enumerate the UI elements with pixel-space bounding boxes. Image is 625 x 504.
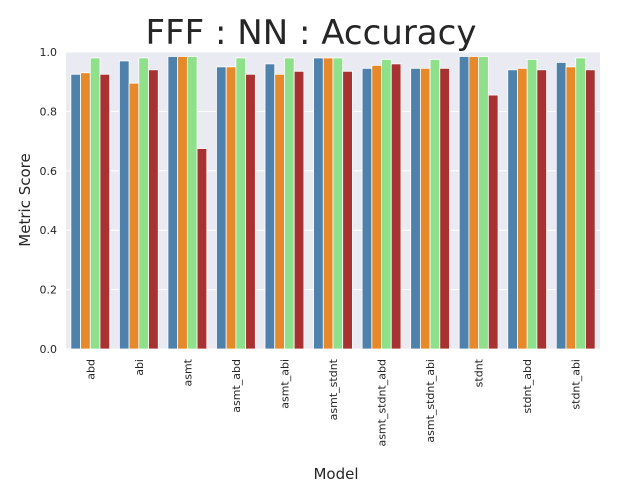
bar [517, 67, 528, 350]
bar [526, 59, 538, 350]
bar [313, 57, 324, 350]
x-tick-label: asmt_stdnt_abd [376, 359, 389, 447]
y-tick-label: 1.0 [40, 46, 58, 59]
y-tick-label: 0.6 [40, 165, 58, 178]
bar [80, 72, 91, 350]
bar [439, 67, 450, 350]
bar [585, 69, 596, 350]
bar [565, 66, 577, 350]
bar [245, 73, 256, 350]
x-tick-label: abd [84, 359, 97, 380]
y-tick-label: 0.0 [40, 343, 58, 356]
bar [284, 57, 295, 350]
bar [536, 69, 548, 350]
x-axis-label: Model [313, 465, 358, 483]
bar [390, 63, 402, 350]
bar [429, 59, 441, 350]
bar [342, 70, 353, 350]
x-tick-label: asmt_abd [230, 359, 243, 413]
bar [410, 67, 421, 350]
bar [167, 56, 179, 350]
bar [196, 148, 208, 350]
bar [468, 56, 480, 350]
x-tick-labels: abd abi asmt asmt_abd asmt_abi asmt_stdnt asmt… [84, 358, 582, 446]
bar [419, 67, 431, 350]
y-axis-label: Metric Score [16, 153, 34, 246]
bar [507, 69, 518, 350]
bar [322, 57, 334, 350]
bar [89, 57, 101, 350]
x-tick-label: asmt_stdnt_abi [424, 359, 437, 443]
bar [186, 56, 198, 350]
bar [225, 66, 237, 350]
bar [332, 57, 344, 350]
bar [293, 70, 305, 350]
bar [264, 63, 276, 350]
x-tick-label: asmt [181, 358, 194, 386]
bar [99, 73, 111, 350]
y-tick-label: 0.8 [40, 105, 58, 118]
bar [177, 56, 188, 350]
y-tick-label: 0.4 [40, 224, 58, 237]
y-tick-labels: 0.0 0.2 0.4 0.6 0.8 1.0 [40, 46, 58, 356]
chart-title: FFF : NN : Accuracy [146, 13, 477, 53]
bar [128, 82, 140, 350]
bar [70, 73, 81, 350]
bar [119, 60, 130, 350]
x-tick-label: asmt_stdnt [327, 358, 340, 420]
bar [555, 61, 567, 350]
x-tick-label: abi [133, 359, 146, 376]
x-tick-label: stdnt [473, 358, 486, 387]
bar [148, 69, 159, 350]
bar [274, 73, 285, 350]
bar [371, 64, 382, 350]
x-tick-label: asmt_abi [278, 359, 291, 409]
bar [478, 56, 489, 350]
bar [138, 57, 149, 350]
bar [458, 56, 470, 350]
bar [487, 94, 499, 350]
bar [216, 66, 227, 350]
bar [361, 67, 373, 350]
bar [381, 59, 392, 350]
bars-layer [70, 56, 596, 350]
bar [575, 57, 586, 350]
y-tick-label: 0.2 [40, 284, 58, 297]
x-tick-label: stdnt_abd [521, 359, 534, 414]
x-tick-label: stdnt_abi [570, 359, 583, 410]
bar [235, 57, 247, 350]
